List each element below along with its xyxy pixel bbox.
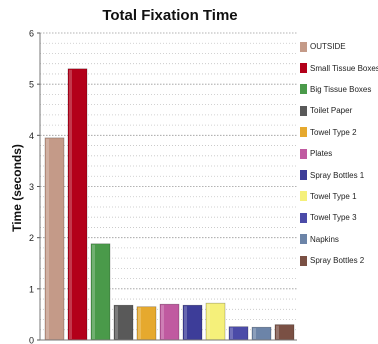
legend-label: OUTSIDE — [310, 42, 346, 52]
bar-highlight — [138, 307, 141, 339]
legend-item: Towel Type 3 — [300, 207, 378, 228]
legend-label: Small Tissue Boxes — [310, 63, 378, 73]
legend-swatch — [300, 255, 307, 266]
legend-item: Towel Type 1 — [300, 186, 378, 207]
legend-label: Spray Bottles 2 — [310, 256, 365, 266]
legend-swatch — [300, 212, 307, 223]
legend-swatch — [300, 127, 307, 138]
legend-swatch — [300, 170, 307, 181]
y-tick-label: 2 — [29, 233, 34, 243]
y-tick-label: 4 — [29, 131, 34, 141]
bar-highlight — [92, 244, 95, 339]
y-tick-label: 5 — [29, 80, 34, 90]
legend-swatch — [300, 63, 307, 74]
legend-label: Napkins — [310, 234, 339, 244]
legend-item: OUTSIDE — [300, 36, 378, 57]
legend-item: Spray Bottles 2 — [300, 250, 378, 271]
bar-highlight — [46, 138, 49, 339]
bar-highlight — [69, 69, 72, 340]
legend-swatch — [300, 105, 307, 116]
legend-item: Plates — [300, 143, 378, 164]
bar-highlight — [276, 325, 279, 339]
legend-swatch — [300, 84, 307, 95]
legend-label: Spray Bottles 1 — [310, 170, 365, 180]
legend-item: Toilet Paper — [300, 100, 378, 121]
y-tick-label: 1 — [29, 284, 34, 294]
bar-highlight — [161, 305, 164, 339]
legend-label: Plates — [310, 149, 333, 159]
chart-legend: OUTSIDE Small Tissue Boxes Big Tissue Boxe… — [300, 36, 378, 271]
legend-swatch — [300, 41, 307, 52]
legend-label: Towel Type 2 — [310, 127, 357, 137]
chart-title: Total Fixation Time — [102, 7, 238, 24]
legend-swatch — [300, 191, 307, 202]
legend-item: Napkins — [300, 229, 378, 250]
legend-label: Towel Type 3 — [310, 213, 357, 223]
y-tick-label: 0 — [29, 336, 34, 344]
y-tick-label: 6 — [29, 29, 34, 39]
legend-swatch — [300, 234, 307, 245]
bar-highlight — [115, 306, 118, 339]
legend-item: Big Tissue Boxes — [300, 79, 378, 100]
legend-swatch — [300, 148, 307, 159]
bar-chart: 0 1 2 3 4 5 6 Time (seconds) — [10, 29, 297, 344]
legend-item: Towel Type 2 — [300, 122, 378, 143]
y-axis-label: Time (seconds) — [10, 144, 24, 232]
bar-highlight — [184, 306, 187, 339]
y-tick-label: 3 — [29, 182, 34, 192]
bar-highlight — [253, 328, 256, 339]
legend-label: Toilet Paper — [310, 106, 353, 116]
bars — [44, 68, 295, 341]
legend-label: Towel Type 1 — [310, 191, 357, 201]
legend-label: Big Tissue Boxes — [310, 84, 372, 94]
bar-highlight — [207, 304, 210, 339]
bar-highlight — [230, 327, 233, 339]
legend-item: Small Tissue Boxes — [300, 57, 378, 78]
legend-item: Spray Bottles 1 — [300, 164, 378, 185]
axes: 0 1 2 3 4 5 6 — [29, 29, 297, 344]
